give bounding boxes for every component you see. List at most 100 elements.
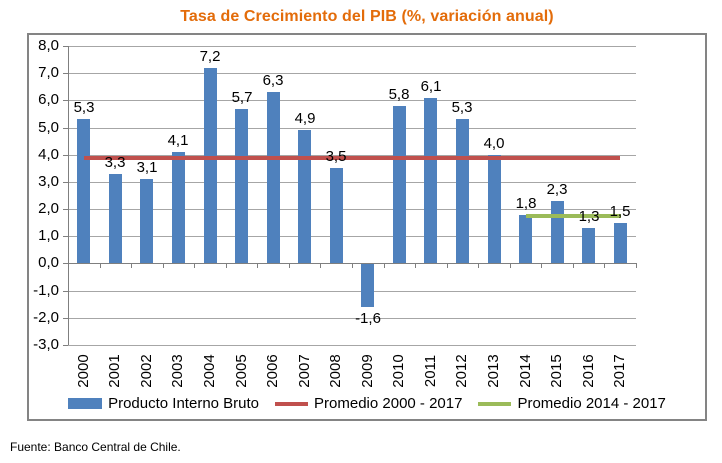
bar-2009 — [361, 264, 374, 307]
bar-2008 — [330, 168, 343, 263]
bar-2014 — [519, 215, 532, 264]
x-axis-tick — [573, 263, 574, 268]
y-axis-tick — [63, 73, 68, 74]
y-axis-tick-label: 7,0 — [38, 64, 59, 81]
bar-2000 — [77, 119, 90, 263]
avg-line-2000-2017-swatch — [275, 401, 309, 406]
x-axis-tick — [352, 263, 353, 268]
x-axis-tick-label-2003: 2003 — [169, 354, 186, 388]
x-axis-tick — [604, 263, 605, 268]
bar-value-label-2013: 4,0 — [483, 135, 505, 152]
y-axis-tick — [63, 182, 68, 183]
bar-value-label-2012: 5,3 — [451, 99, 473, 116]
bar-value-label-2004: 7,2 — [199, 48, 221, 65]
bar-value-label-2016: 1,3 — [578, 208, 600, 225]
bar-2012 — [456, 119, 469, 263]
gridline — [68, 236, 636, 237]
y-axis-tick — [63, 236, 68, 237]
x-axis-tick-label-2017: 2017 — [611, 354, 628, 388]
y-axis-tick — [63, 318, 68, 319]
x-axis-tick — [510, 263, 511, 268]
gridline — [68, 100, 636, 101]
x-axis-tick — [131, 263, 132, 268]
y-axis-tick — [63, 100, 68, 101]
source-note: Fuente: Banco Central de Chile. — [10, 440, 181, 454]
x-axis-tick-label-2007: 2007 — [296, 354, 313, 388]
x-axis-tick-label-2000: 2000 — [75, 354, 92, 388]
x-axis-tick — [163, 263, 164, 268]
legend-item-promedio-2014-2017: Promedio 2014 - 2017 — [478, 395, 666, 412]
y-axis-tick — [63, 263, 68, 264]
gridline — [68, 73, 636, 74]
x-axis-tick-label-2015: 2015 — [548, 354, 565, 388]
legend-item-pib: Producto Interno Bruto — [68, 395, 259, 412]
y-axis-tick — [63, 155, 68, 156]
x-axis-tick — [68, 263, 69, 268]
y-axis-tick — [63, 291, 68, 292]
legend-label: Promedio 2000 - 2017 — [314, 395, 463, 412]
x-axis-tick-label-2010: 2010 — [390, 354, 407, 388]
bar-value-label-2003: 4,1 — [167, 132, 189, 149]
bar-value-label-2011: 6,1 — [420, 78, 442, 95]
x-axis-tick — [320, 263, 321, 268]
bar-value-label-2000: 5,3 — [73, 99, 95, 116]
bar-value-label-2010: 5,8 — [388, 86, 410, 103]
x-axis-tick-label-2008: 2008 — [327, 354, 344, 388]
y-axis-tick-label: 1,0 — [38, 227, 59, 244]
gridline — [68, 182, 636, 183]
bar-value-label-2009: -1,6 — [355, 310, 381, 327]
bar-2011 — [424, 98, 437, 264]
bar-2004 — [204, 68, 217, 264]
x-axis-tick-label-2012: 2012 — [453, 354, 470, 388]
bar-2016 — [582, 228, 595, 263]
avg-line-2000-2017 — [84, 156, 620, 160]
x-axis-tick — [636, 263, 637, 268]
bar-2010 — [393, 106, 406, 264]
bar-2017 — [614, 223, 627, 264]
bar-2006 — [267, 92, 280, 263]
bar-value-label-2015: 2,3 — [546, 181, 568, 198]
bar-value-label-2001: 3,3 — [104, 154, 126, 171]
bar-value-label-2005: 5,7 — [231, 89, 253, 106]
x-axis-tick — [100, 263, 101, 268]
bar-2001 — [109, 174, 122, 264]
bar-value-label-2002: 3,1 — [136, 159, 158, 176]
x-axis-tick-label-2006: 2006 — [264, 354, 281, 388]
x-axis-tick — [289, 263, 290, 268]
legend-label: Producto Interno Bruto — [108, 395, 260, 412]
y-axis-tick — [63, 46, 68, 47]
gridline — [68, 128, 636, 129]
gridline — [68, 345, 636, 346]
y-axis-tick — [63, 345, 68, 346]
bar-2015 — [551, 201, 564, 264]
gridline — [68, 46, 636, 47]
y-axis-line — [68, 46, 69, 345]
x-axis-tick-label-2004: 2004 — [201, 354, 218, 388]
y-axis-tick-label: 8,0 — [38, 37, 59, 54]
y-axis-tick — [63, 209, 68, 210]
x-axis-tick — [415, 263, 416, 268]
y-axis-tick-label: 5,0 — [38, 119, 59, 136]
legend-item-promedio-2000-2017: Promedio 2000 - 2017 — [275, 395, 462, 412]
y-axis-tick-label: -3,0 — [33, 336, 59, 353]
bar-2002 — [140, 179, 153, 263]
x-axis-tick-label-2005: 2005 — [233, 354, 250, 388]
bar-value-label-2007: 4,9 — [294, 110, 316, 127]
chart-frame: 8,0 7,0 6,0 5,0 4,0 3,0 2,0 1,0 0,0 -1,0 -2,0 -3,0 5… — [27, 33, 707, 421]
y-axis-tick-label: -1,0 — [33, 282, 59, 299]
x-axis-tick-label-2013: 2013 — [485, 354, 502, 388]
bar-value-label-2006: 6,3 — [262, 72, 284, 89]
x-axis-tick-label-2001: 2001 — [106, 354, 123, 388]
y-axis-tick-label: -2,0 — [33, 309, 59, 326]
gridline — [68, 155, 636, 156]
bar-2003 — [172, 152, 185, 263]
gridline — [68, 209, 636, 210]
legend-label: Promedio 2014 - 2017 — [517, 395, 666, 412]
x-axis-tick-label-2011: 2011 — [422, 354, 439, 388]
y-axis-tick-label: 4,0 — [38, 146, 59, 163]
x-axis-tick — [541, 263, 542, 268]
x-axis-tick — [257, 263, 258, 268]
x-axis-tick — [194, 263, 195, 268]
avg-line-2014-2017-swatch — [478, 401, 512, 406]
